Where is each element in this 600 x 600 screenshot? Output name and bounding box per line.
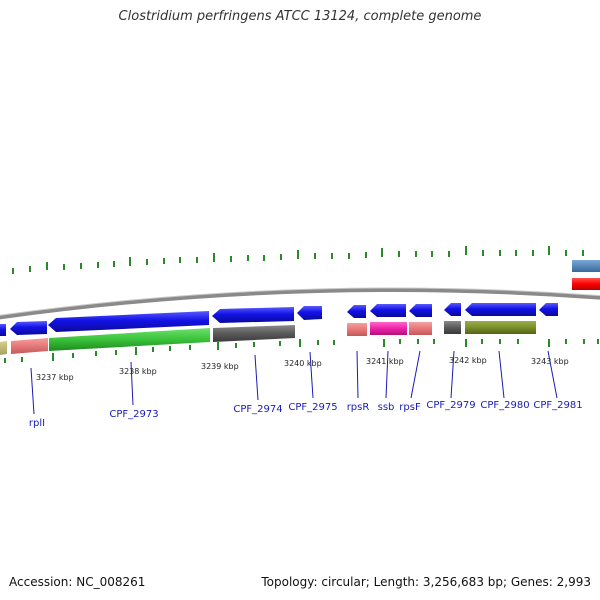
cds-arrow[interactable] — [48, 311, 209, 332]
cds-arrow[interactable] — [370, 304, 406, 317]
inner-ticks — [4, 339, 599, 363]
gene-feature-grey[interactable] — [444, 321, 461, 334]
gene-feature-pink[interactable] — [347, 323, 367, 336]
gene-label-cpf-2981[interactable]: CPF_2981 — [533, 400, 582, 411]
label-leaders — [30, 350, 558, 415]
cds-arrow[interactable] — [347, 305, 366, 318]
gene-feature-khaki[interactable] — [0, 341, 7, 355]
gene-label-cpf-2979[interactable]: CPF_2979 — [426, 400, 475, 411]
gene-label-cpf-2973[interactable]: CPF_2973 — [109, 409, 158, 420]
kbp-label: 3239 kbp — [201, 362, 239, 371]
genome-title: Clostridium perfringens ATCC 13124, comp… — [118, 9, 482, 24]
cds-arrow[interactable] — [409, 304, 432, 317]
cds-arrow[interactable] — [297, 306, 322, 320]
gene-feature-grey[interactable] — [213, 325, 295, 342]
gene-feature-magenta[interactable] — [370, 322, 407, 335]
gene-feature-red[interactable] — [572, 278, 600, 290]
gene-label-rpsF[interactable]: rpsF — [399, 402, 421, 413]
gene-labels: rplI CPF_2973 CPF_2974 CPF_2975 rpsR ssb… — [29, 400, 583, 429]
cds-arrow[interactable] — [539, 303, 558, 316]
cds-arrow[interactable] — [10, 321, 47, 335]
gene-feature-pink[interactable] — [11, 338, 48, 354]
cog-feature-track — [0, 321, 536, 355]
gene-label-cpf-2975[interactable]: CPF_2975 — [288, 402, 337, 413]
gene-feature-olive[interactable] — [465, 321, 536, 334]
kbp-label: 3237 kbp — [36, 373, 74, 382]
cds-arrow[interactable] — [444, 303, 461, 316]
kbp-label: 3242 kbp — [449, 356, 487, 365]
cds-arrows-reverse — [0, 303, 558, 336]
outer-ticks — [12, 246, 584, 274]
gene-label-rpsR[interactable]: rpsR — [347, 402, 370, 413]
gene-feature-green[interactable] — [49, 328, 210, 351]
gene-label-ssb[interactable]: ssb — [378, 402, 395, 413]
kbp-label: 3238 kbp — [119, 367, 157, 376]
gene-label-cpf-2974[interactable]: CPF_2974 — [233, 404, 282, 415]
topology-label: Topology: circular; Length: 3,256,683 bp… — [261, 575, 591, 589]
cds-arrow[interactable] — [465, 303, 536, 316]
genome-backbone — [0, 287, 600, 320]
gene-feature-steelblue[interactable] — [572, 260, 600, 272]
gene-label-cpf-2980[interactable]: CPF_2980 — [480, 400, 529, 411]
cds-arrow[interactable] — [0, 324, 6, 336]
accession-label: Accession: NC_008261 — [9, 575, 146, 589]
gene-label-rplI[interactable]: rplI — [29, 418, 45, 429]
gene-feature-pink[interactable] — [409, 322, 432, 335]
kbp-label: 3241 kbp — [366, 357, 404, 366]
kbp-labels: 3237 kbp 3238 kbp 3239 kbp 3240 kbp 3241… — [36, 356, 569, 382]
kbp-label: 3240 kbp — [284, 359, 322, 368]
cds-arrow[interactable] — [212, 307, 294, 323]
